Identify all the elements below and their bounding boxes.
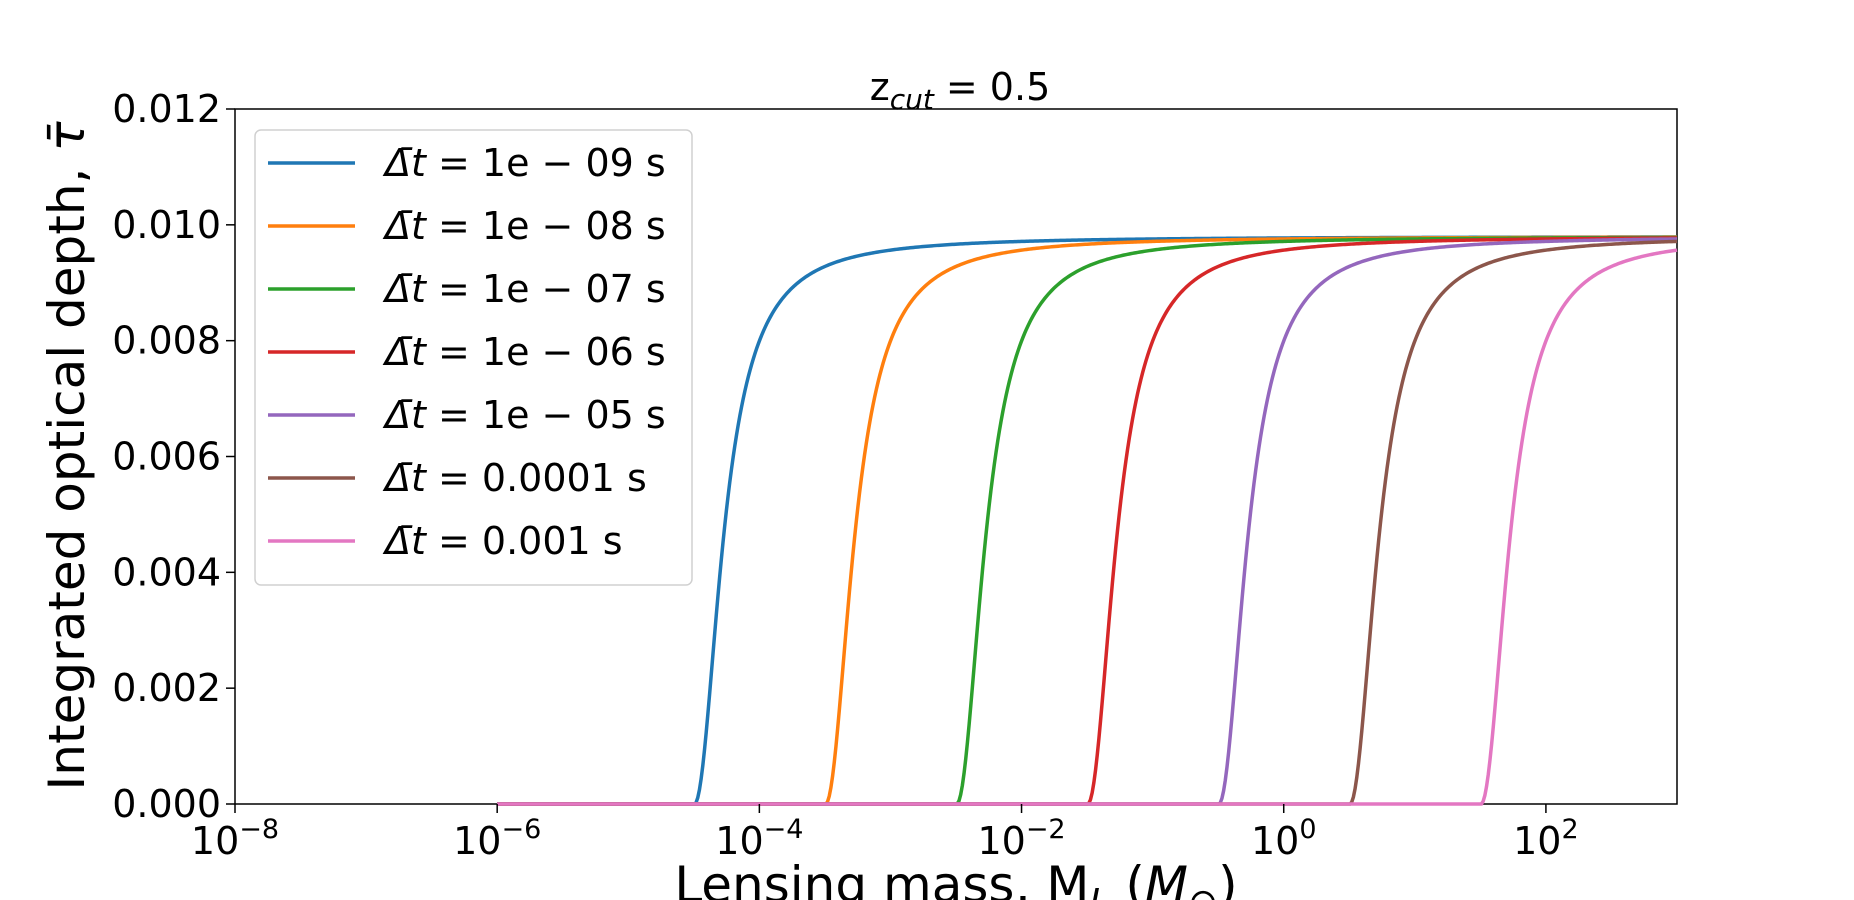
legend-box	[254, 129, 693, 586]
legend-label-3: Δ̄t = 1e − 07 s	[382, 267, 666, 311]
legend: Δ̄t = 1e − 09 s Δ̄t = 1e − 08 s Δ̄t = 1e −…	[254, 129, 693, 586]
x-tick-label-3: 10−4	[715, 814, 803, 863]
y-axis-label: Integrated optical depth, τ̄	[38, 121, 96, 791]
chart-title: zcut = 0.5	[870, 65, 1051, 116]
y-tick-label-3: 0.004	[112, 550, 221, 594]
x-tick-label-1: 10−8	[191, 814, 279, 863]
series-line-7	[497, 248, 1678, 806]
legend-label-7: Δ̄t = 0.001 s	[382, 519, 623, 563]
x-tick-label-4: 10−2	[977, 814, 1065, 863]
legend-label-6: Δ̄t = 0.0001 s	[382, 456, 647, 500]
x-axis-label: Lensing mass, ML (M⊙)	[674, 856, 1237, 900]
x-tick-label-5: 100	[1251, 814, 1317, 863]
x-tick-label-6: 102	[1513, 814, 1579, 863]
legend-label-5: Δ̄t = 1e − 05 s	[382, 393, 666, 437]
x-axis: 10−8 10−6 10−4 10−2 100 102	[191, 804, 1579, 863]
x-tick-label-2: 10−6	[453, 814, 541, 863]
y-tick-label-6: 0.010	[112, 203, 221, 247]
series-layer	[497, 235, 1678, 806]
y-tick-label-1: 0.000	[112, 782, 221, 826]
y-tick-label-2: 0.002	[112, 666, 221, 710]
y-tick-label-5: 0.008	[112, 319, 221, 363]
legend-label-2: Δ̄t = 1e − 08 s	[382, 204, 666, 248]
y-axis: 0.000 0.002 0.004 0.006 0.008 0.010 0.012	[112, 87, 235, 826]
y-tick-label-4: 0.006	[112, 435, 221, 479]
legend-label-4: Δ̄t = 1e − 06 s	[382, 330, 666, 374]
y-tick-label-7: 0.012	[112, 87, 221, 131]
legend-label-1: Δ̄t = 1e − 09 s	[382, 141, 666, 185]
